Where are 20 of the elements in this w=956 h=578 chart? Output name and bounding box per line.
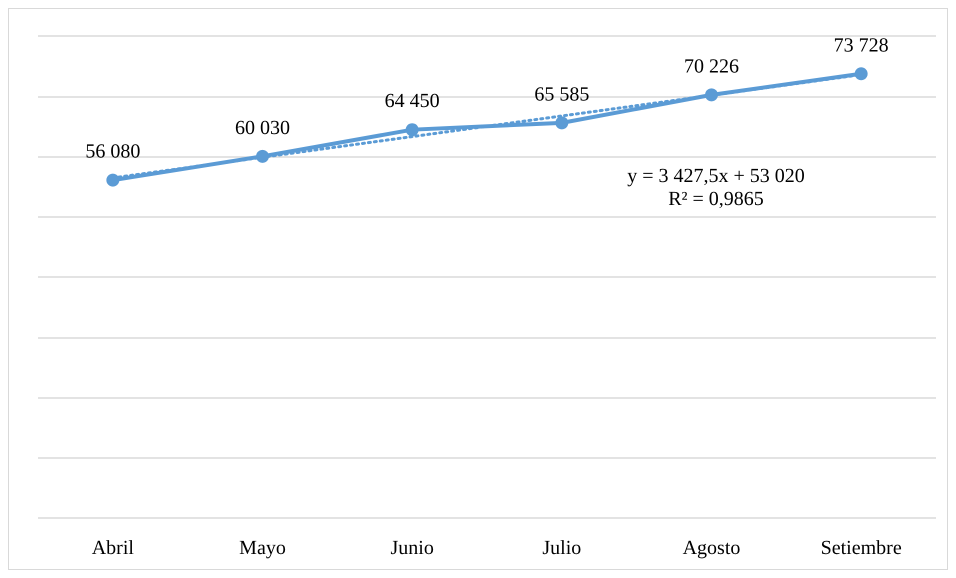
- annotation: y = 3 427,5x + 53 020: [627, 165, 805, 187]
- point: [106, 174, 120, 187]
- x-tick-label: Setiembre: [820, 537, 902, 559]
- point: [406, 123, 419, 136]
- x-tick-label: Julio: [542, 537, 582, 559]
- data-label: 70 226: [684, 55, 739, 78]
- x-tick-label: Agosto: [682, 537, 740, 559]
- x-tick-label: Junio: [390, 537, 434, 559]
- point: [854, 67, 868, 80]
- data-label: 60 030: [235, 116, 290, 139]
- data-label: 73 728: [834, 34, 889, 56]
- data-label: 65 585: [534, 83, 590, 106]
- annotation: R² = 0,9865: [668, 188, 764, 210]
- x-tick-label: Mayo: [239, 537, 286, 559]
- point: [555, 116, 568, 130]
- point: [705, 88, 718, 102]
- data-label: 56 080: [85, 140, 140, 163]
- point: [256, 150, 269, 163]
- x-tick-label: Abril: [92, 537, 134, 559]
- data-label: 64 450: [384, 90, 440, 112]
